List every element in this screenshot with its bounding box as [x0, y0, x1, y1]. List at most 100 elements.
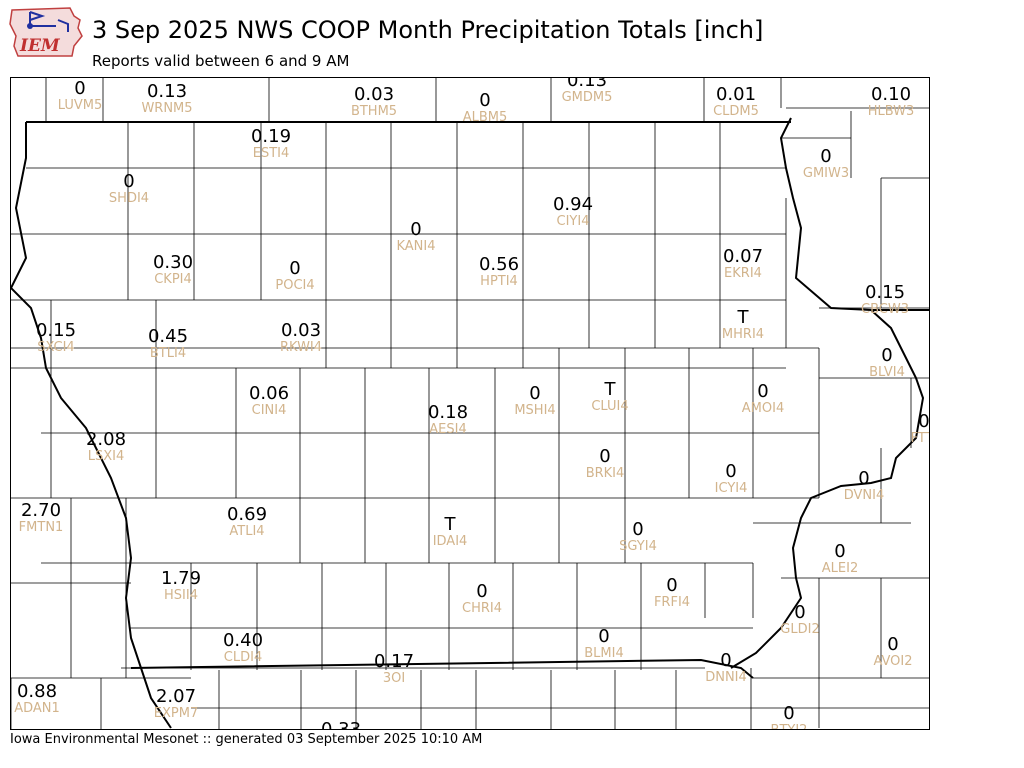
station-value: 0.10 [870, 84, 912, 105]
station-label-expm7: 2.07 EXPM7 [154, 686, 198, 721]
station-value: 0.15 [864, 282, 906, 303]
station-value: 0.40 [222, 630, 264, 651]
station-label-cbcw3: 0.15 CBCW3 [861, 282, 909, 317]
county-boundaries [11, 78, 929, 729]
station-label-chri4: 0 CHRI4 [462, 583, 502, 616]
station-id: LSXI4 [87, 449, 125, 464]
station-id: BLVI4 [869, 365, 905, 380]
station-value: 0.07 [722, 246, 764, 267]
station-id: RKWI4 [279, 340, 323, 355]
station-value: 0 [598, 626, 610, 647]
station-label-ftti: 0FTTI [910, 413, 929, 446]
station-value: 0 [410, 219, 422, 240]
station-id: POCI4 [275, 278, 315, 293]
station-label-blmi4: 0 BLMI4 [584, 626, 624, 661]
station-id: CKPI4 [154, 272, 192, 287]
iem-logo: IEM [8, 6, 84, 60]
station-label-esti4: 0.19 ESTI4 [251, 128, 291, 161]
station-label-rkwi4: 0.03 RKWI4 [279, 320, 323, 355]
station-label-bthm5: 0.03 BTHM5 [351, 86, 397, 119]
map-title: 3 Sep 2025 NWS COOP Month Precipitation … [92, 16, 764, 44]
station-value: 0 [529, 383, 541, 404]
station-label-avoi2: 0 AVOI2 [873, 636, 913, 669]
station-id: SHDI4 [108, 191, 150, 206]
station-label-sgyi4: 0 SGYI4 [619, 519, 657, 554]
station-label-lsxi4: 2.08 LSXI4 [86, 431, 126, 464]
station-id: BRKI4 [585, 466, 625, 481]
station-id: HPTI4 [480, 274, 518, 289]
station-id: BTLI4 [149, 346, 187, 361]
station-value: 0 [666, 575, 678, 596]
station-value: 0.69 [226, 504, 268, 525]
station-value: 0 [289, 258, 301, 279]
station-label-aesi4: 0.18 AESI4 [427, 402, 469, 437]
station-label-mhri4: T MHRI4 [722, 309, 764, 342]
station-value: 0 [74, 78, 86, 99]
station-label-cldm5: 0.01 CLDM5 [713, 84, 759, 119]
station-value: 0 [632, 519, 644, 540]
station-value: 0.13 [146, 81, 188, 102]
station-value: T [604, 379, 616, 400]
station-value: 0.15 [35, 320, 77, 341]
station-value: 0 [725, 461, 737, 482]
station-id: BLMI4 [584, 646, 624, 661]
station-label-mshi4: 0 MSHI4 [514, 383, 555, 418]
station-label-cini4: 0.06 CINI4 [249, 385, 289, 418]
station-label-clui4: T CLUI4 [591, 379, 629, 414]
station-value: 0.13 [566, 77, 608, 91]
station-value: 0 [783, 703, 795, 724]
station-label-luvm5: 0 LUVM5 [58, 78, 103, 113]
station-value: 0 [820, 146, 832, 167]
station-id: EKRI4 [724, 266, 762, 281]
station-label-frfi4: 0 FRFI4 [654, 575, 690, 610]
station-label-blvi4: 0 BLVI4 [869, 345, 905, 380]
station-value: 0.18 [427, 402, 469, 423]
station-value: 0.01 [715, 84, 757, 105]
station-label-ekri4: 0.07 EKRI4 [722, 246, 764, 281]
station-id: CHRI4 [462, 601, 502, 616]
station-id: ESTI4 [252, 146, 290, 161]
station-id: FTTI [910, 431, 929, 446]
station-id: AESI4 [429, 422, 467, 437]
station-id: ADAN1 [14, 701, 60, 716]
station-value: 0 [794, 602, 806, 623]
station-label-shdi4: 0 SHDI4 [108, 173, 150, 206]
station-id: AVOI2 [873, 654, 913, 669]
station-id: CINI4 [251, 403, 287, 418]
station-id: CLDI4 [223, 650, 263, 665]
station-id: HSII4 [164, 588, 198, 603]
station-label-brki4: 0 BRKI4 [585, 446, 625, 481]
station-label-dnni4: 0 DNNI4 [705, 650, 747, 685]
station-value: 0 [881, 345, 893, 366]
station-value: 0 [720, 650, 732, 671]
station-value: 0 [858, 468, 870, 489]
station-label-3oi: 0.17 3OI [374, 653, 414, 686]
station-id: GLDI2 [780, 622, 820, 637]
station-value: 0.56 [478, 254, 520, 275]
station-label-btli4: 0.45 BTLI4 [147, 326, 189, 361]
station-id: AMOI4 [741, 401, 785, 416]
station-id: FMTN1 [18, 520, 64, 535]
station-id: GMIW3 [802, 166, 850, 181]
station-id: 3OI [382, 671, 406, 686]
station-id: SXCI4 [37, 340, 75, 355]
station-value: 0.94 [552, 194, 594, 215]
station-value: 0 [599, 446, 611, 467]
station-value: 0.30 [152, 252, 194, 273]
station-id: CLUI4 [591, 399, 629, 414]
station-label-hlbw3: 0.10 HLBW3 [868, 84, 915, 119]
station-value: 2.07 [155, 686, 197, 707]
station-id: DVNI4 [843, 488, 885, 503]
station-label-kani4: 0 KANI4 [396, 219, 435, 254]
station-value: 0.45 [147, 326, 189, 347]
station-label-hsii4: 1.79 HSII4 [161, 570, 201, 603]
station-value: 0.03 [280, 320, 322, 341]
station-id: CLDM5 [713, 104, 759, 119]
footer-credit: Iowa Environmental Mesonet :: generated … [10, 732, 483, 747]
station-value: T [444, 514, 456, 535]
station-id: ICYI4 [714, 481, 748, 496]
station-id: CIYI4 [556, 214, 590, 229]
station-label-poci4: 0 POCI4 [275, 258, 315, 293]
station-id: ALBM5 [462, 110, 508, 125]
station-label-hpti4: 0.56 HPTI4 [478, 254, 520, 289]
